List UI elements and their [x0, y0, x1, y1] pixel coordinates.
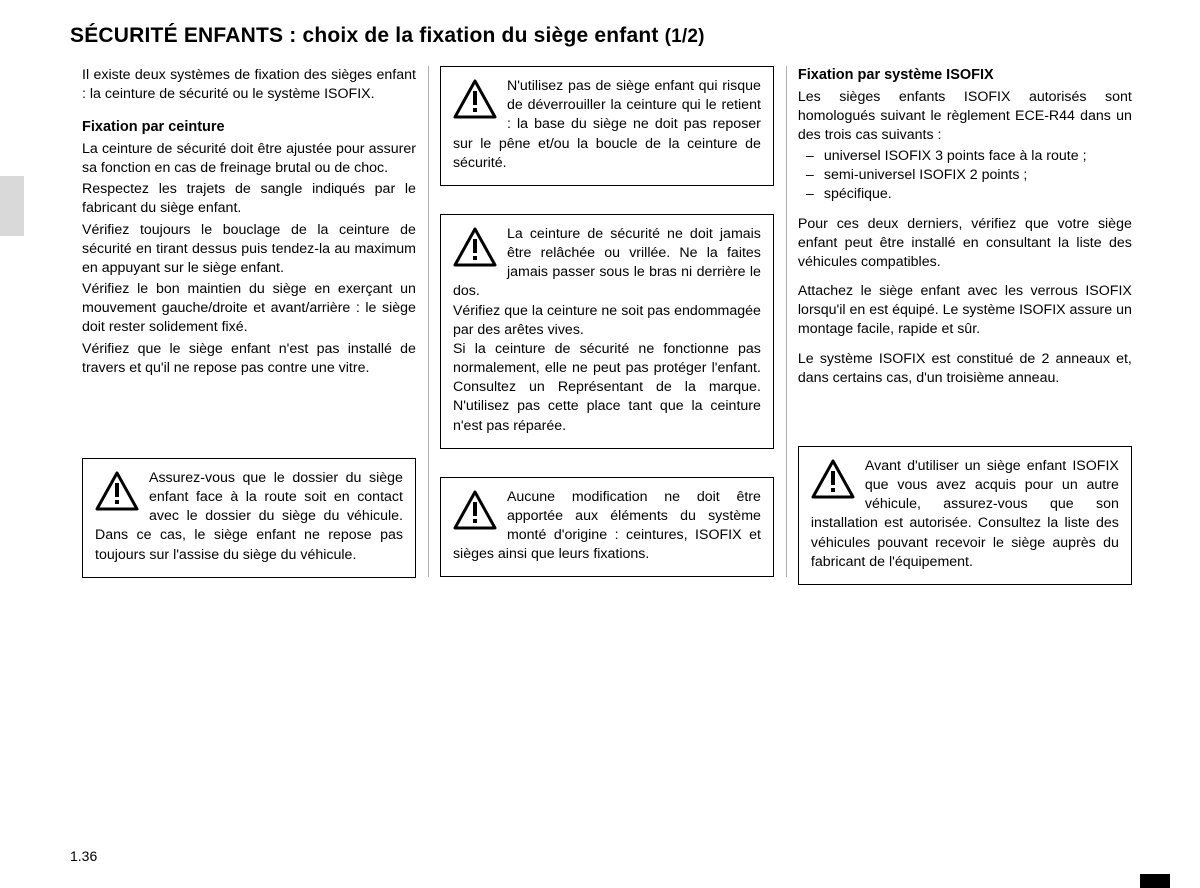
col1-p3: Vérifiez toujours le bouclage de la cein… — [82, 221, 416, 279]
warning-text: Aucune modification ne doit être apporté… — [453, 488, 761, 565]
col1-p5: Vérifiez que le siège enfant n'est pas i… — [82, 340, 416, 378]
subhead-ceinture: Fixation par ceinture — [82, 118, 416, 138]
col3-p2: Pour ces deux derniers, vérifiez que vot… — [798, 215, 1132, 273]
warning-text: Avant d'utiliser un siège enfant ISOFIX … — [811, 457, 1119, 572]
warning-text: N'utilisez pas de siège enfant qui risqu… — [453, 77, 761, 173]
column-1: Il existe deux systèmes de fixation des … — [70, 66, 428, 585]
warning-icon — [453, 227, 497, 267]
warning-box-isofix: Avant d'utiliser un siège enfant ISOFIX … — [798, 446, 1132, 585]
side-tab — [0, 176, 24, 236]
title-main: SÉCURITÉ ENFANTS : choix de la fixation … — [70, 24, 665, 47]
col1-p4: Vérifiez le bon maintien du siège en exe… — [82, 280, 416, 338]
warning-text-c: Si la ceinture de sécurité ne fonctionne… — [453, 340, 761, 436]
col3-p1: Les sièges enfants ISOFIX autorisés sont… — [798, 88, 1132, 146]
warning-icon — [811, 459, 855, 499]
list-item: semi-universel ISOFIX 2 points ; — [798, 166, 1132, 185]
col1-p1: La ceinture de sécurité doit être ajusté… — [82, 140, 416, 178]
warning-text-a: La ceinture de sécurité ne doit jamais ê… — [453, 225, 761, 302]
col3-p4: Le système ISOFIX est constitué de 2 ann… — [798, 350, 1132, 388]
corner-mark — [1140, 874, 1170, 888]
subhead-isofix: Fixation par système ISOFIX — [798, 66, 1132, 86]
list-item: spécifique. — [798, 185, 1132, 204]
title-part: (1/2) — [665, 26, 705, 47]
column-2: N'utilisez pas de siège enfant qui risqu… — [428, 66, 786, 585]
warning-icon — [453, 490, 497, 530]
warning-box-dossier: Assurez-vous que le dossier du siège enf… — [82, 458, 416, 578]
columns: Il existe deux systèmes de fixation des … — [70, 66, 1144, 585]
list-item: universel ISOFIX 3 points face à la rout… — [798, 147, 1132, 166]
page-content: SÉCURITÉ ENFANTS : choix de la fixation … — [0, 0, 1200, 585]
page-title: SÉCURITÉ ENFANTS : choix de la fixation … — [70, 24, 1144, 48]
isofix-list: universel ISOFIX 3 points face à la rout… — [798, 147, 1132, 205]
warning-icon — [95, 471, 139, 511]
intro-text: Il existe deux systèmes de fixation des … — [82, 66, 416, 104]
col1-p2: Respectez les trajets de sangle indiqués… — [82, 180, 416, 218]
warning-box-deverrouiller: N'utilisez pas de siège enfant qui risqu… — [440, 66, 774, 186]
page-number: 1.36 — [70, 848, 97, 864]
col3-p3: Attachez le siège enfant avec les verrou… — [798, 282, 1132, 340]
warning-box-modification: Aucune modification ne doit être apporté… — [440, 477, 774, 578]
column-3: Fixation par système ISOFIX Les sièges e… — [786, 66, 1144, 585]
warning-text: Assurez-vous que le dossier du siège enf… — [95, 469, 403, 565]
warning-text-b: Vérifiez que la ceinture ne soit pas end… — [453, 302, 761, 340]
warning-icon — [453, 79, 497, 119]
warning-box-ceinture: La ceinture de sécurité ne doit jamais ê… — [440, 214, 774, 449]
